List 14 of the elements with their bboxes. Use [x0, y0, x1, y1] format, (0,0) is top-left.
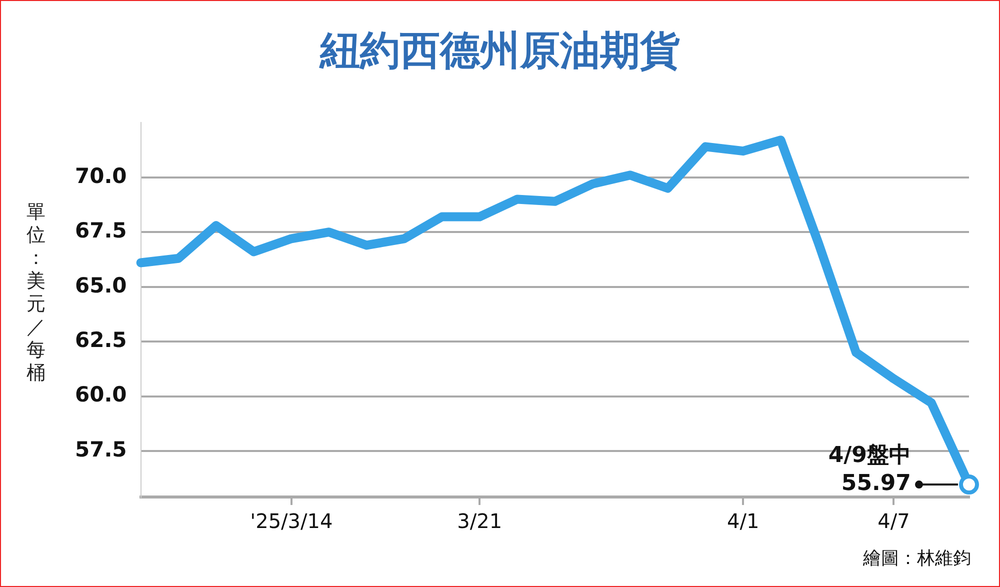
y-tick-label: 60.0 [74, 382, 127, 407]
x-tick-label: 3/21 [457, 509, 502, 534]
text: 繪圖：林維鈞 [863, 547, 971, 570]
chart-title: 紐約西德州原油期貨 [318, 27, 681, 76]
y-tick-label: 65.0 [74, 273, 127, 298]
annotation: 4/9盤中 55.97 [828, 443, 911, 496]
x-tick-label: '25/3/14 [250, 509, 333, 534]
y-tick-label: 62.5 [74, 328, 127, 352]
y-axis-title: 單位：美元／每桶 [26, 201, 46, 385]
y-tick-label: 57.5 [74, 437, 127, 462]
y-tick-label: 67.5 [74, 218, 127, 243]
y-tick-label: 70.0 [74, 164, 127, 188]
x-tick-label: 4/7 [878, 509, 910, 534]
x-tick-label: 4/1 [727, 509, 760, 534]
